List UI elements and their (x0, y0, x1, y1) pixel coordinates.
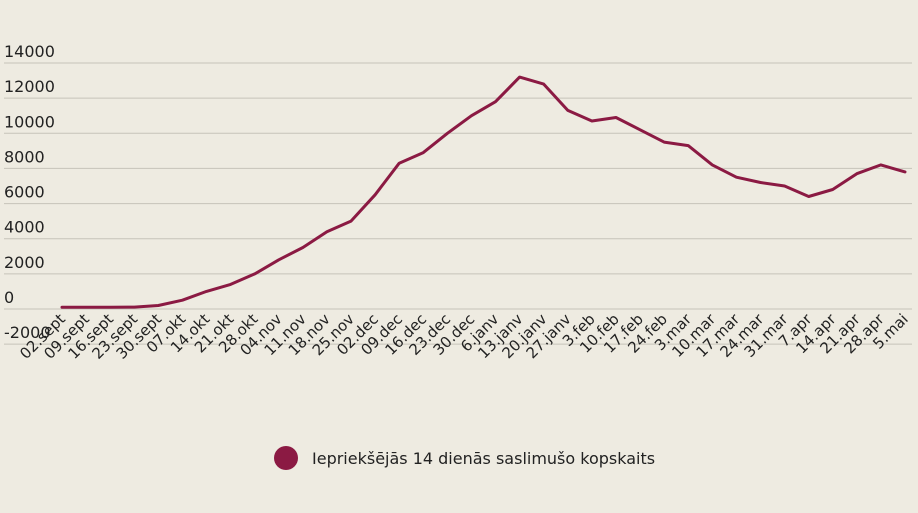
legend-swatch (274, 446, 298, 470)
legend-label: Iepriekšējās 14 dienās saslimušo kopskai… (312, 449, 655, 468)
x-axis: 02.sept09.sept16.sept23.sept30.sept07.ok… (16, 310, 912, 363)
y-tick-label: 14000 (4, 42, 55, 61)
y-tick-label: 12000 (4, 77, 55, 96)
gridlines (4, 62, 912, 345)
y-tick-label: 8000 (4, 147, 45, 166)
y-axis: -2000 0 2000 4000 6000 8000 10000 12000 14000 (4, 42, 55, 342)
y-tick-label: 6000 (4, 183, 45, 202)
series-line (60, 75, 907, 309)
y-tick-label: 10000 (4, 112, 55, 131)
y-tick-label: 4000 (4, 218, 45, 237)
legend: Iepriekšējās 14 dienās saslimušo kopskai… (274, 446, 655, 470)
y-tick-label: -2000 (4, 323, 51, 342)
y-tick-label: 0 (4, 288, 14, 307)
y-tick-label: 2000 (4, 253, 45, 272)
